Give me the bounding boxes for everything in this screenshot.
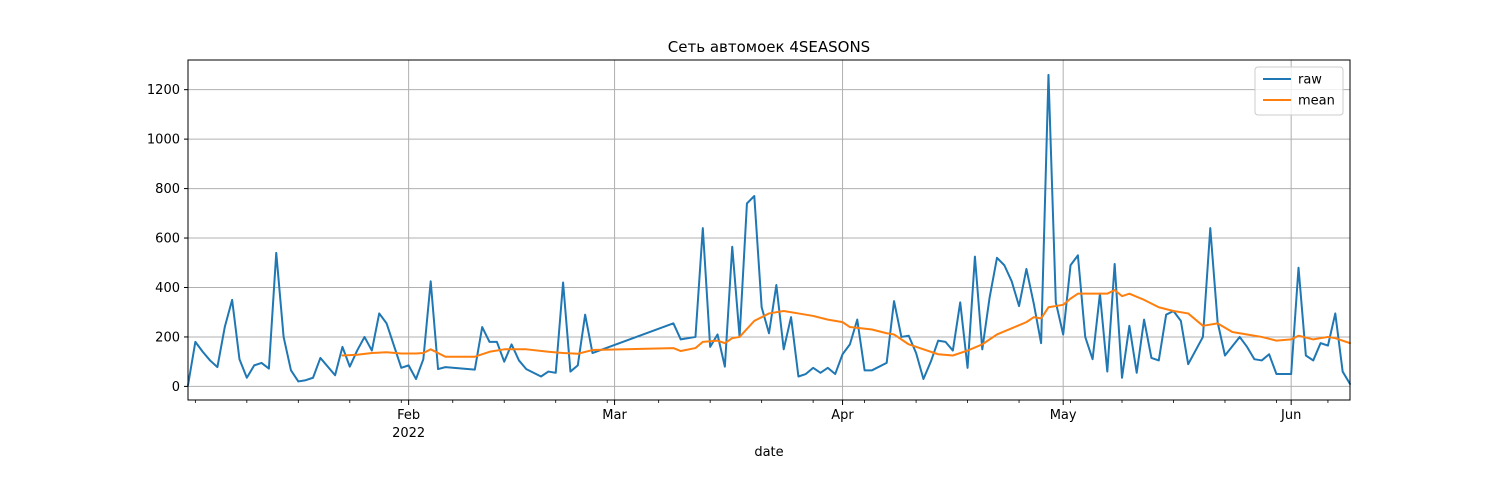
x-tick-sublabel: 2022 bbox=[392, 426, 425, 441]
plot-frame bbox=[187, 59, 1351, 401]
y-tick-label: 800 bbox=[155, 182, 180, 197]
y-tick-label: 1000 bbox=[147, 133, 180, 148]
y-tick-label: 200 bbox=[155, 330, 180, 345]
grid bbox=[188, 60, 1350, 400]
chart-title: Сеть автомоек 4SEASONS bbox=[668, 38, 870, 56]
y-axis: 0 200 400 600 800 1000 1200 bbox=[147, 83, 188, 395]
x-tick-label: Feb bbox=[397, 408, 420, 423]
x-tick-label: May bbox=[1050, 408, 1077, 423]
legend-label-mean: mean bbox=[1298, 94, 1335, 109]
x-tick-label: Apr bbox=[831, 408, 854, 423]
y-tick-label: 0 bbox=[172, 380, 180, 395]
legend-label-raw: raw bbox=[1298, 73, 1322, 88]
y-tick-label: 1200 bbox=[147, 83, 180, 98]
x-tick-label: Mar bbox=[602, 408, 627, 423]
x-axis-label: date bbox=[754, 445, 783, 460]
plot-series bbox=[187, 73, 1351, 387]
x-axis: Feb 2022 Mar Apr May Jun bbox=[194, 400, 1329, 441]
x-tick-label: Jun bbox=[1280, 408, 1301, 423]
series-line-mean bbox=[341, 288, 1351, 358]
y-tick-label: 400 bbox=[155, 281, 180, 296]
y-tick-label: 600 bbox=[155, 232, 180, 247]
series-line-raw bbox=[187, 73, 1351, 387]
legend: raw mean bbox=[1254, 66, 1344, 116]
